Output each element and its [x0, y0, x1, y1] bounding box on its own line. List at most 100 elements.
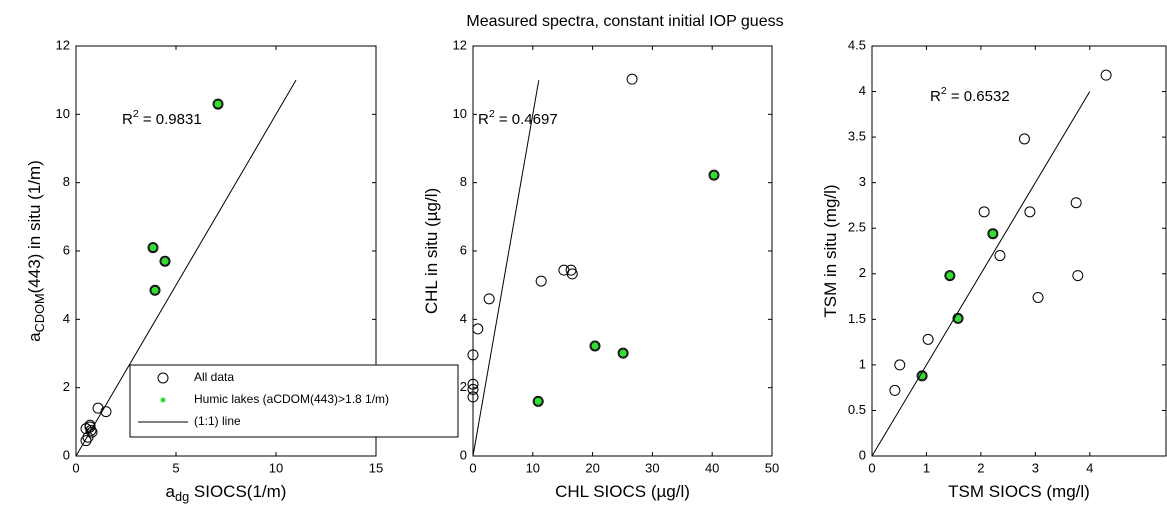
humic-point — [213, 99, 223, 109]
legend-dot — [160, 397, 166, 403]
data-point — [1024, 206, 1036, 218]
data-point — [1070, 197, 1082, 209]
data-point — [1018, 133, 1030, 145]
y-tick-label: 12 — [56, 37, 70, 52]
r-squared: R2 = 0.9831 — [122, 108, 202, 128]
y-axis-label-base: TSM in situ (mg/l) — [821, 184, 840, 317]
data-point — [149, 284, 161, 296]
x-tick-label: 0 — [868, 460, 875, 475]
x-axis-label-sub: dg — [175, 489, 189, 504]
y-tick-label: 0.5 — [848, 402, 866, 417]
one-to-one-line — [472, 80, 540, 457]
data-point — [467, 349, 479, 361]
y-tick-label: 4.5 — [848, 37, 866, 52]
x-tick-label: 30 — [645, 460, 659, 475]
legend-box — [129, 364, 459, 438]
data-point — [894, 359, 906, 371]
humic-point — [945, 271, 955, 281]
y-tick-label: 8 — [460, 174, 467, 189]
x-axis-label: TSM SIOCS (mg/l) — [948, 482, 1090, 501]
y-tick-label: 2 — [859, 265, 866, 280]
data-point — [84, 419, 96, 431]
x-axis-label-base: TSM SIOCS (mg/l) — [948, 482, 1090, 501]
x-axis-label-base: CHL SIOCS (µg/l) — [555, 482, 690, 501]
r-squared-base: R — [478, 111, 489, 128]
data-point — [80, 423, 92, 435]
plot-area — [871, 45, 1167, 457]
x-tick-label: 0 — [469, 460, 476, 475]
data-point — [589, 340, 601, 352]
r-squared: R2 = 0.4697 — [478, 108, 558, 128]
legend-circle — [157, 372, 169, 384]
r-squared-tail: = 0.9831 — [139, 111, 202, 128]
figure-title: Measured spectra, constant initial IOP g… — [466, 13, 783, 30]
data-point — [467, 378, 479, 390]
y-tick-label: 1 — [859, 356, 866, 371]
data-point — [483, 293, 495, 305]
data-point — [147, 242, 159, 254]
humic-point — [150, 285, 160, 295]
r-squared-tail: = 0.4697 — [495, 111, 558, 128]
data-point — [535, 275, 547, 287]
x-tick-label: 1 — [923, 460, 930, 475]
y-tick-label: 4 — [63, 311, 70, 326]
data-point — [944, 270, 956, 282]
humic-point — [988, 229, 998, 239]
r-squared: R2 = 0.6532 — [930, 85, 1010, 105]
data-point — [922, 333, 934, 345]
r-squared-sup: 2 — [941, 85, 947, 97]
data-point — [86, 426, 98, 438]
legend-label: (1:1) line — [194, 414, 241, 428]
x-axis-label-base: a — [166, 482, 176, 501]
y-tick-label: 8 — [63, 174, 70, 189]
y-tick-label: 10 — [56, 106, 70, 121]
r-squared-base: R — [930, 88, 941, 105]
y-axis-label: CHL in situ (µg/l) — [422, 188, 441, 314]
y-tick-label: 1.5 — [848, 311, 866, 326]
y-tick-label: 0 — [460, 447, 467, 462]
plot-area — [472, 45, 773, 457]
x-tick-label: 3 — [1032, 460, 1039, 475]
humic-point — [618, 348, 628, 358]
data-point — [889, 384, 901, 396]
x-tick-label: 50 — [765, 460, 779, 475]
y-tick-label: 3 — [859, 174, 866, 189]
y-tick-label: 2.5 — [848, 220, 866, 235]
humic-point — [590, 341, 600, 351]
r-squared-tail: = 0.6532 — [947, 88, 1010, 105]
one-to-one-line — [75, 79, 297, 457]
y-tick-label: 12 — [453, 37, 467, 52]
data-point — [1072, 270, 1084, 282]
y-axis-label-tail: (443) in situ (1/m) — [25, 160, 44, 293]
y-tick-label: 10 — [453, 106, 467, 121]
humic-point — [160, 256, 170, 266]
data-point — [159, 255, 171, 267]
humic-point — [533, 396, 543, 406]
data-point — [100, 406, 112, 418]
x-tick-label: 10 — [526, 460, 540, 475]
data-point — [1032, 291, 1044, 303]
data-point — [472, 323, 484, 335]
data-point — [566, 268, 578, 280]
legend-label: Humic lakes (aCDOM(443)>1.8 1/m) — [194, 392, 389, 406]
x-tick-label: 5 — [172, 460, 179, 475]
r-squared-base: R — [122, 111, 133, 128]
data-point — [1100, 69, 1112, 81]
data-point — [85, 424, 97, 436]
data-point — [994, 250, 1006, 262]
x-axis-label: adg SIOCS(1/m) — [166, 482, 287, 504]
x-tick-label: 4 — [1086, 460, 1093, 475]
humic-point — [709, 170, 719, 180]
y-tick-label: 0 — [63, 447, 70, 462]
x-axis-label-tail: SIOCS(1/m) — [189, 482, 286, 501]
y-axis-label: TSM in situ (mg/l) — [821, 184, 840, 317]
x-tick-label: 40 — [705, 460, 719, 475]
x-tick-label: 0 — [72, 460, 79, 475]
y-axis-label-base: CHL in situ (µg/l) — [422, 188, 441, 314]
x-tick-label: 15 — [369, 460, 383, 475]
y-tick-label: 2 — [460, 379, 467, 394]
data-point — [916, 370, 928, 382]
one-to-one-line — [871, 91, 1091, 457]
y-axis-label: aCDOM(443) in situ (1/m) — [25, 160, 47, 342]
